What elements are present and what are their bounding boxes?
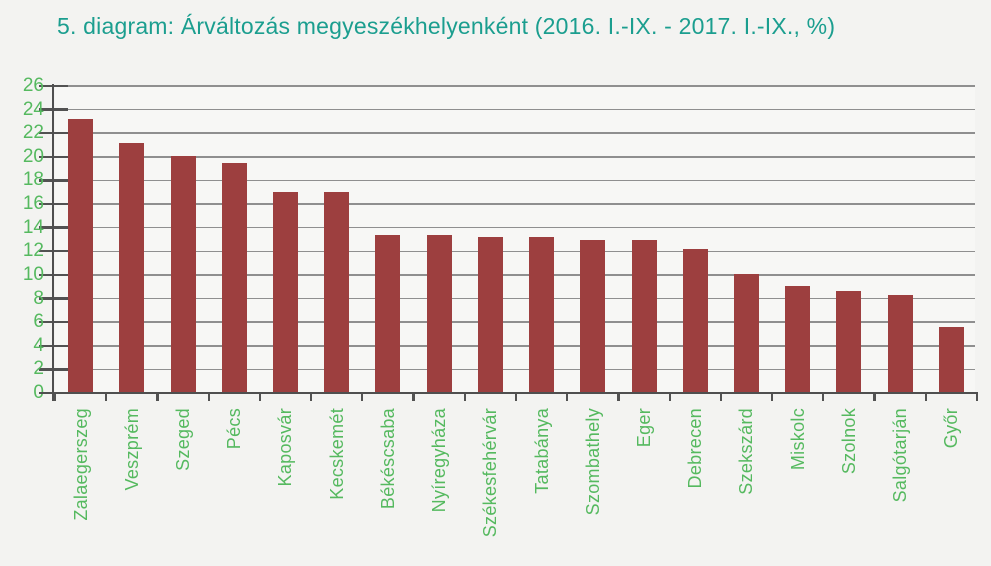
y-tick-label-8: 8 xyxy=(33,287,44,309)
plot-background xyxy=(55,85,975,393)
bar-nyíregyháza xyxy=(426,234,452,393)
gridline-22 xyxy=(53,132,975,135)
x-axis-tick-2 xyxy=(156,393,159,401)
x-label-veszprém: Veszprém xyxy=(121,408,142,491)
x-label-kecskemét: Kecskemét xyxy=(326,408,347,500)
y-tick-label-22: 22 xyxy=(22,122,44,144)
y-tick-label-2: 2 xyxy=(33,358,44,380)
bar-békéscsaba xyxy=(375,234,401,393)
bar-miskolc xyxy=(785,285,811,393)
x-axis-tick-14 xyxy=(770,393,774,401)
gridline-26 xyxy=(53,85,975,87)
gridline-4 xyxy=(53,344,975,347)
y-tick-label-20: 20 xyxy=(22,145,44,167)
bar-debrecen xyxy=(682,248,708,393)
x-label-szekszárd: Szekszárd xyxy=(736,408,757,495)
bar-szeged xyxy=(170,155,196,393)
gridline-6 xyxy=(53,321,975,323)
x-label-debrecen: Debrecen xyxy=(685,408,706,489)
y-tick-label-14: 14 xyxy=(22,216,44,238)
x-axis-tick-13 xyxy=(719,393,722,401)
bar-szekszárd xyxy=(733,273,759,393)
bar-zalaegerszeg xyxy=(68,119,94,393)
x-axis-tick-9 xyxy=(514,393,518,401)
gridline-10 xyxy=(53,274,975,276)
y-tick-label-24: 24 xyxy=(22,98,44,120)
bar-győr xyxy=(938,326,964,393)
y-tick-label-4: 4 xyxy=(33,334,44,356)
x-axis-tick-6 xyxy=(361,393,364,401)
gridline-12 xyxy=(53,250,975,253)
x-label-szolnok: Szolnok xyxy=(838,408,859,475)
chart-title: 5. diagram: Árváltozás megyeszékhelyenké… xyxy=(57,13,836,39)
bar-pécs xyxy=(221,162,247,393)
x-axis-tick-4 xyxy=(258,393,261,401)
bar-szombathely xyxy=(580,239,606,393)
x-label-székesfehérvár: Székesfehérvár xyxy=(480,408,501,538)
y-tick-label-12: 12 xyxy=(22,240,44,262)
x-label-pécs: Pécs xyxy=(224,408,245,450)
y-axis-line xyxy=(51,84,55,401)
x-axis-tick-17 xyxy=(924,393,927,401)
x-axis-tick-16 xyxy=(873,393,876,401)
bar-tatabánya xyxy=(529,237,555,393)
gridline-20 xyxy=(53,156,975,158)
x-label-eger: Eger xyxy=(634,408,655,448)
x-label-kaposvár: Kaposvár xyxy=(275,408,296,487)
gridline-2 xyxy=(53,368,975,371)
bar-kecskemét xyxy=(324,192,350,393)
x-label-szombathely: Szombathely xyxy=(582,408,603,516)
x-axis-tick-11 xyxy=(617,393,620,401)
x-label-nyíregyháza: Nyíregyháza xyxy=(429,408,450,513)
x-label-tatabánya: Tatabánya xyxy=(531,408,552,494)
x-axis-tick-12 xyxy=(668,393,671,401)
x-axis-tick-0 xyxy=(53,393,57,401)
y-tick-label-18: 18 xyxy=(22,169,44,191)
x-axis-tick-5 xyxy=(310,393,313,401)
x-axis-tick-10 xyxy=(566,393,569,401)
gridline-16 xyxy=(53,203,975,205)
x-axis-tick-3 xyxy=(207,393,210,401)
gridline-8 xyxy=(53,297,975,300)
gridline-14 xyxy=(53,226,975,229)
x-axis-tick-18 xyxy=(975,393,979,401)
bar-kaposvár xyxy=(272,192,298,393)
bar-székesfehérvár xyxy=(477,237,503,393)
y-tick-label-16: 16 xyxy=(22,193,44,215)
x-label-szeged: Szeged xyxy=(173,408,194,471)
x-label-miskolc: Miskolc xyxy=(787,408,808,471)
y-tick-label-26: 26 xyxy=(22,75,44,96)
y-tick-label-6: 6 xyxy=(33,311,44,333)
bar-szolnok xyxy=(836,291,862,393)
bar-salgótarján xyxy=(887,294,913,393)
x-axis-line xyxy=(39,391,978,395)
y-tick-label-0: 0 xyxy=(0,381,44,405)
x-label-békéscsaba: Békéscsaba xyxy=(377,408,398,510)
x-axis-tick-8 xyxy=(463,393,466,401)
gridline-18 xyxy=(53,179,975,182)
x-axis-tick-15 xyxy=(822,393,825,401)
x-axis-tick-1 xyxy=(105,393,108,401)
bar-eger xyxy=(631,239,657,393)
x-label-győr: Győr xyxy=(941,408,962,449)
x-axis-tick-7 xyxy=(412,393,415,401)
x-label-salgótarján: Salgótarján xyxy=(890,408,911,503)
x-label-zalaegerszeg: Zalaegerszeg xyxy=(70,408,91,521)
gridline-24 xyxy=(53,108,975,111)
y-tick-label-10: 10 xyxy=(22,263,44,285)
bar-veszprém xyxy=(119,142,145,393)
